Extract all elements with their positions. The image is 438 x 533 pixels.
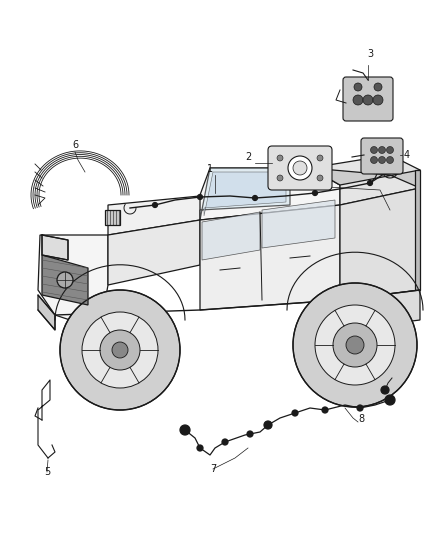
- FancyBboxPatch shape: [343, 77, 393, 121]
- Circle shape: [378, 157, 385, 164]
- Circle shape: [385, 395, 395, 405]
- Circle shape: [293, 283, 417, 407]
- Text: 7: 7: [210, 464, 216, 474]
- Polygon shape: [204, 172, 286, 216]
- Text: 6: 6: [72, 140, 78, 150]
- Circle shape: [198, 195, 202, 199]
- FancyBboxPatch shape: [361, 138, 403, 174]
- Circle shape: [386, 157, 393, 164]
- Circle shape: [346, 336, 364, 354]
- Polygon shape: [340, 188, 420, 300]
- Text: 5: 5: [44, 467, 50, 477]
- Polygon shape: [310, 168, 420, 188]
- Circle shape: [353, 95, 363, 105]
- Circle shape: [367, 181, 372, 185]
- Circle shape: [180, 425, 190, 435]
- Circle shape: [371, 157, 378, 164]
- Circle shape: [333, 323, 377, 367]
- Polygon shape: [38, 295, 55, 330]
- Circle shape: [374, 83, 382, 91]
- FancyBboxPatch shape: [268, 146, 332, 190]
- Circle shape: [315, 305, 395, 385]
- Circle shape: [292, 410, 298, 416]
- Circle shape: [197, 445, 203, 451]
- Circle shape: [112, 342, 128, 358]
- Polygon shape: [105, 210, 120, 225]
- Polygon shape: [415, 170, 420, 290]
- Circle shape: [371, 147, 378, 154]
- Polygon shape: [38, 235, 108, 330]
- Polygon shape: [200, 168, 290, 220]
- Text: 2: 2: [245, 152, 251, 162]
- Circle shape: [277, 175, 283, 181]
- Circle shape: [322, 407, 328, 413]
- Circle shape: [277, 155, 283, 161]
- Circle shape: [317, 155, 323, 161]
- Circle shape: [82, 312, 158, 388]
- Polygon shape: [42, 235, 68, 260]
- Circle shape: [317, 175, 323, 181]
- Circle shape: [60, 290, 180, 410]
- Text: 4: 4: [404, 150, 410, 160]
- Circle shape: [378, 147, 385, 154]
- Circle shape: [354, 83, 362, 91]
- Circle shape: [247, 431, 253, 437]
- Polygon shape: [108, 220, 200, 285]
- Text: 1: 1: [207, 164, 213, 174]
- Polygon shape: [200, 205, 340, 310]
- Circle shape: [386, 147, 393, 154]
- Polygon shape: [108, 195, 210, 235]
- Circle shape: [357, 405, 363, 411]
- Circle shape: [152, 203, 158, 207]
- Polygon shape: [200, 168, 340, 220]
- Polygon shape: [262, 200, 335, 248]
- Circle shape: [252, 196, 258, 200]
- Circle shape: [264, 421, 272, 429]
- Circle shape: [312, 190, 318, 196]
- Text: 8: 8: [358, 414, 364, 424]
- Circle shape: [293, 161, 307, 175]
- Polygon shape: [42, 255, 88, 305]
- Circle shape: [373, 95, 383, 105]
- Circle shape: [222, 439, 228, 445]
- Circle shape: [381, 386, 389, 394]
- Polygon shape: [202, 212, 260, 260]
- Polygon shape: [310, 155, 420, 205]
- Circle shape: [57, 272, 73, 288]
- Circle shape: [363, 95, 373, 105]
- Circle shape: [288, 156, 312, 180]
- Polygon shape: [340, 290, 420, 330]
- Circle shape: [100, 330, 140, 370]
- Text: 3: 3: [367, 49, 373, 59]
